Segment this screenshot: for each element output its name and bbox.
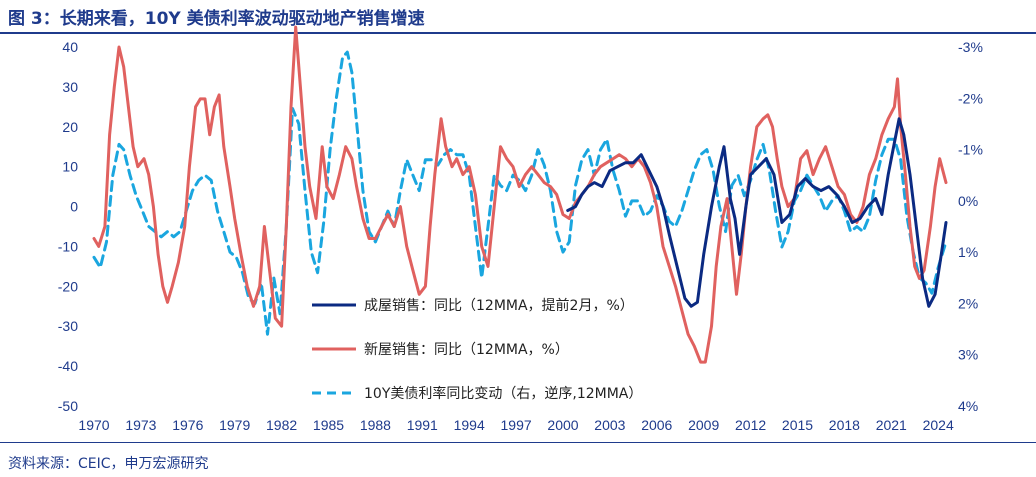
x-axis-ticks: 1970 1973 1976 1979 1982 1985 1988 1991 1994 1997… [78, 417, 954, 433]
legend-label: 新屋销售：同比（12MMA，%） [364, 342, 569, 358]
x-tick-label: 2015 [782, 417, 813, 433]
series-line-3 [92, 50, 948, 336]
x-tick-label: 1988 [360, 417, 391, 433]
left-tick-label: 0 [70, 199, 78, 215]
left-tick-label: 30 [62, 79, 78, 95]
right-tick-label: 0% [958, 193, 978, 209]
line-chart: 40 30 20 10 0 -10 -20 -30 -40 -50 -3% -2% -1% 0% 1% 2%… [58, 25, 983, 433]
x-tick-label: 1982 [266, 417, 297, 433]
x-tick-label: 1970 [78, 417, 109, 433]
x-tick-label: 1997 [501, 417, 532, 433]
series-layer [92, 25, 948, 364]
x-tick-label: 2006 [641, 417, 672, 433]
left-tick-label: -20 [58, 278, 78, 294]
left-tick-label: 40 [62, 39, 78, 55]
x-tick-label: 2012 [735, 417, 766, 433]
title-rule [0, 32, 1036, 34]
right-tick-label: 4% [958, 398, 978, 414]
source-note: 资料来源：CEIC，申万宏源研究 [8, 456, 209, 472]
series-line-2 [92, 25, 948, 364]
left-tick-label: -30 [58, 318, 78, 334]
x-tick-label: 2021 [876, 417, 907, 433]
x-tick-label: 1994 [454, 417, 485, 433]
x-tick-label: 2009 [688, 417, 719, 433]
left-tick-label: -50 [58, 398, 78, 414]
x-tick-label: 1991 [407, 417, 438, 433]
series-line-1 [566, 117, 948, 308]
x-tick-label: 2000 [547, 417, 578, 433]
left-tick-label: -40 [58, 358, 78, 374]
x-tick-label: 2024 [923, 417, 954, 433]
left-tick-label: 10 [62, 159, 78, 175]
legend: 成屋销售：同比（12MMA，提前2月，%） 新屋销售：同比（12MMA，%） 10Y… [312, 297, 642, 402]
right-tick-label: 2% [958, 295, 978, 311]
figure-title: 图 3：长期来看，10Y 美债利率波动驱动地产销售增速 [8, 9, 425, 29]
right-axis-ticks: -3% -2% -1% 0% 1% 2% 3% 4% [958, 39, 983, 414]
right-tick-label: 1% [958, 244, 978, 260]
left-axis-ticks: 40 30 20 10 0 -10 -20 -30 -40 -50 [58, 39, 78, 414]
x-tick-label: 1985 [313, 417, 344, 433]
x-tick-label: 2003 [594, 417, 625, 433]
right-tick-label: -1% [958, 142, 983, 158]
legend-label: 成屋销售：同比（12MMA，提前2月，%） [364, 297, 634, 314]
left-tick-label: 20 [62, 119, 78, 135]
right-tick-label: -2% [958, 90, 983, 106]
source-rule [0, 442, 1036, 443]
legend-label: 10Y美债利率同比变动（右，逆序,12MMA） [364, 385, 642, 402]
x-tick-label: 1976 [172, 417, 203, 433]
right-tick-label: 3% [958, 347, 978, 363]
right-tick-label: -3% [958, 39, 983, 55]
x-tick-label: 1979 [219, 417, 250, 433]
left-tick-label: -10 [58, 238, 78, 254]
x-tick-label: 2018 [829, 417, 860, 433]
x-tick-label: 1973 [125, 417, 156, 433]
